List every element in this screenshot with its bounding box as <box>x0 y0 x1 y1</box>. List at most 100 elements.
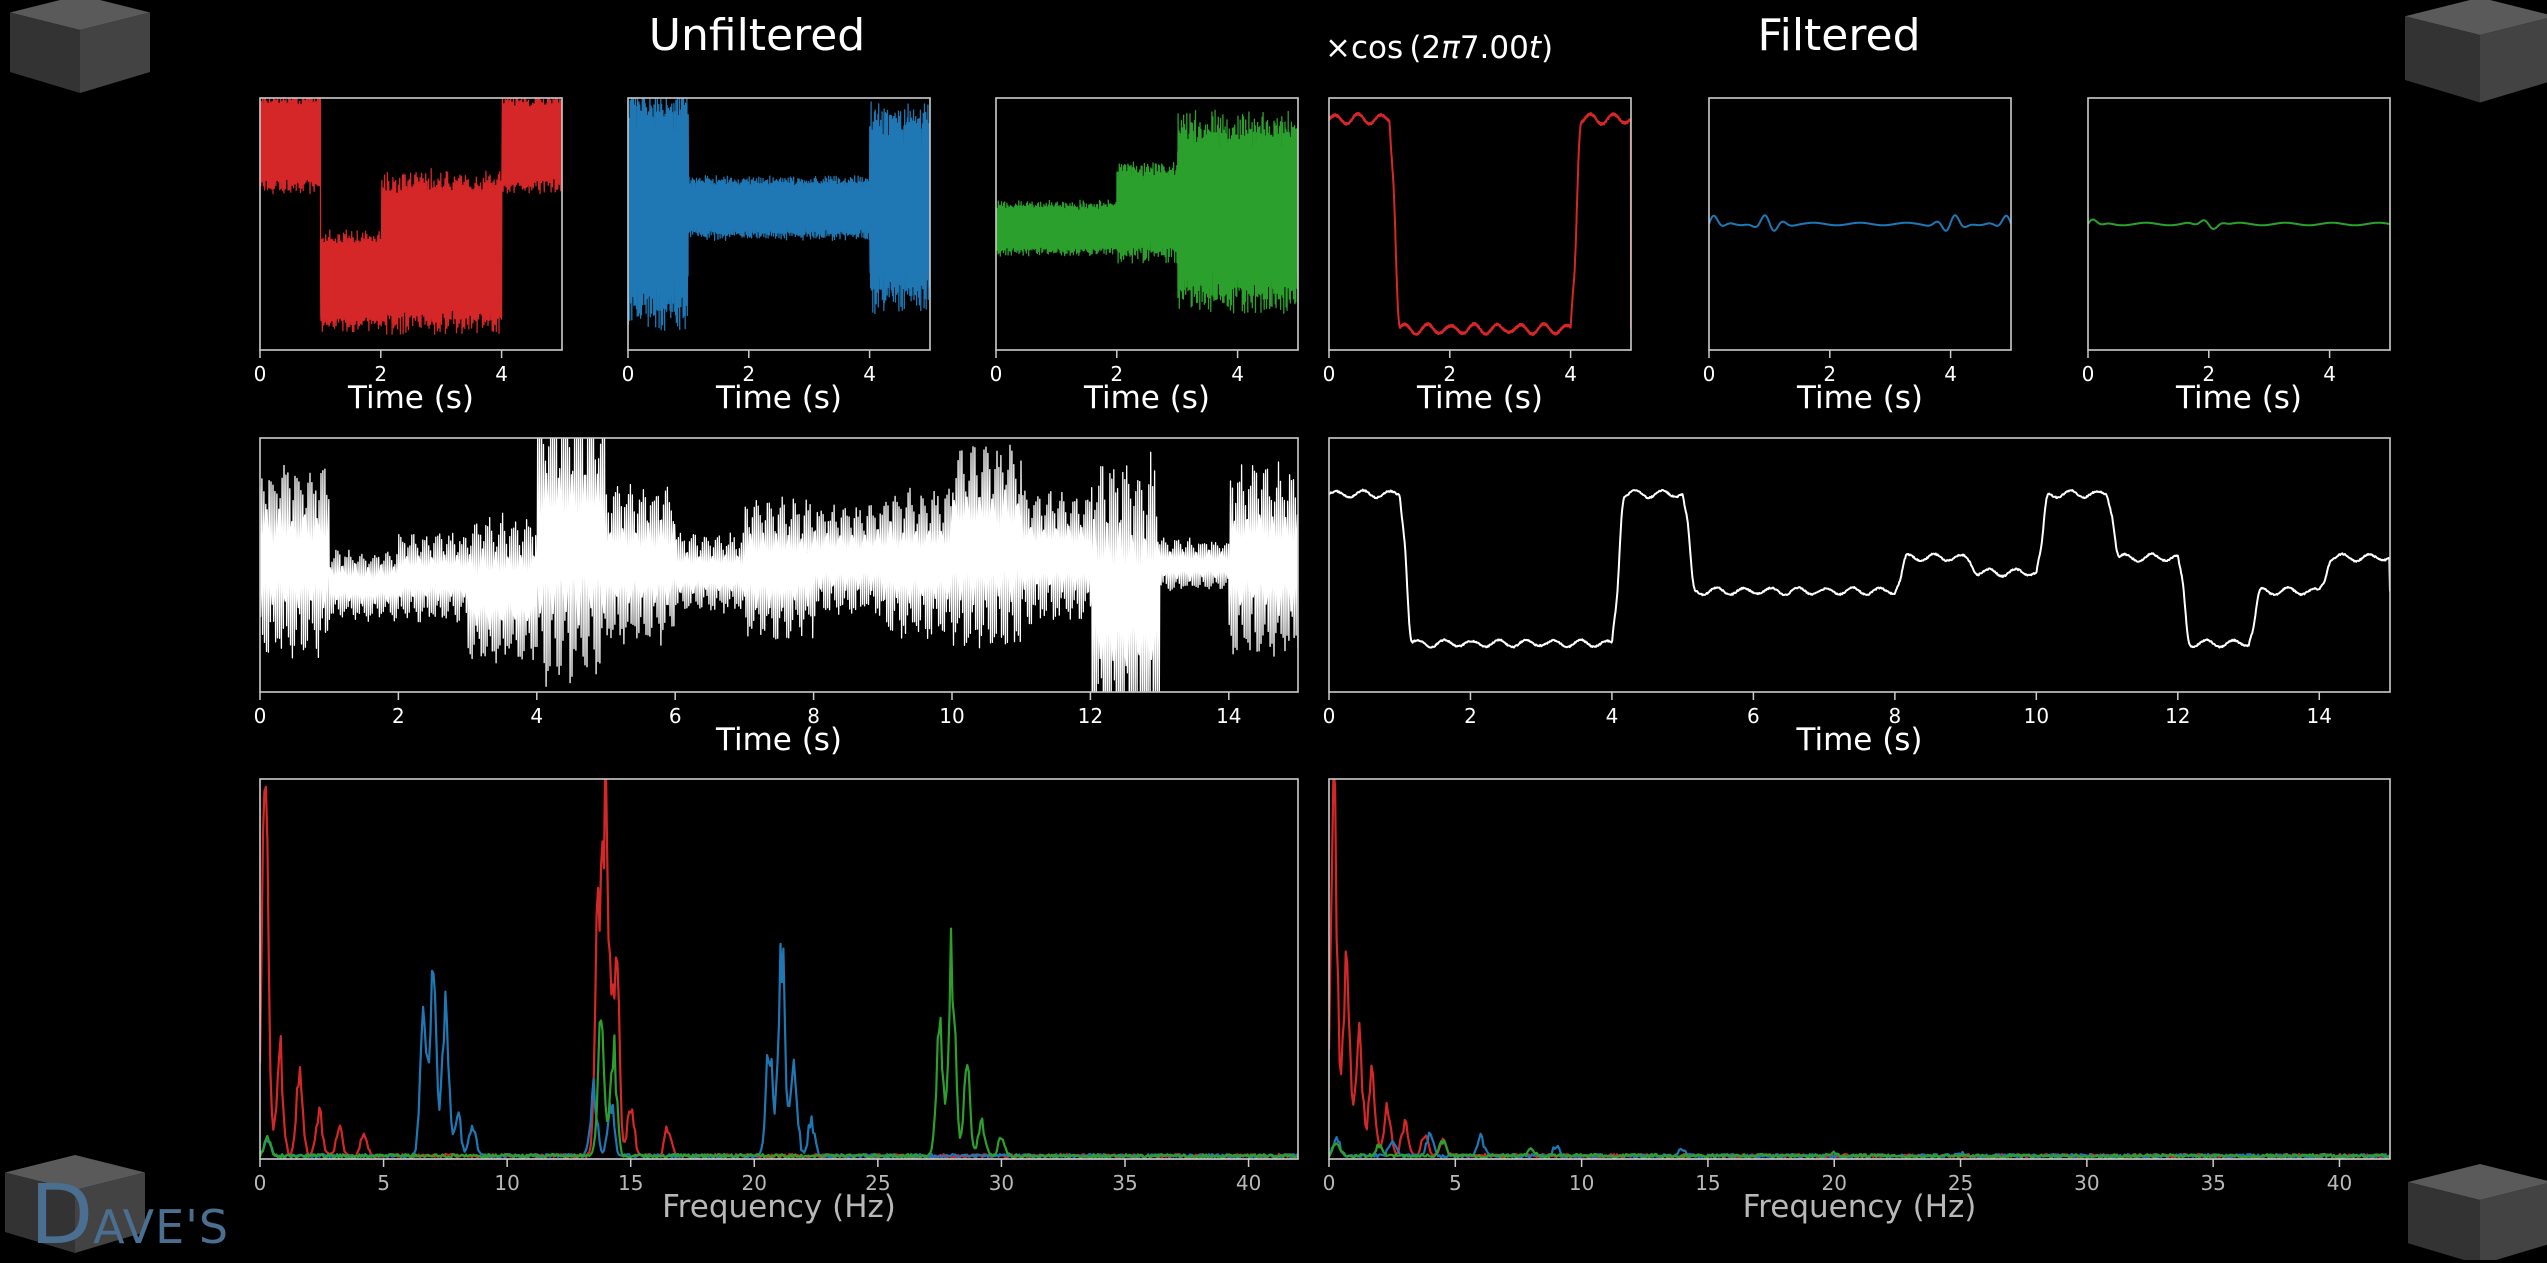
multiplier-formula: ×cos (2π7.00t) <box>1325 30 1553 66</box>
filtered-blue-frame <box>1708 97 2012 351</box>
spectrum-filtered-xtick-label-20: 20 <box>1822 1171 1847 1195</box>
unfiltered-green-xtick-label-0: 0 <box>990 362 1003 386</box>
logo-letter: D <box>30 1168 94 1263</box>
unfiltered-blue-xtick-label-2: 2 <box>742 362 755 386</box>
unfiltered-blue-frame <box>627 97 931 351</box>
spectrum-unfiltered-panel: 0 5 10 15 20 25 30 35 40 Frequency (Hz) <box>254 778 1299 1225</box>
unfiltered-red-xtick-label-2: 2 <box>374 362 387 386</box>
unfiltered-red-frame <box>259 97 563 351</box>
spectrum-filtered-xtick-label-5: 5 <box>1449 1171 1462 1195</box>
unfiltered-green-xtick-label-2: 2 <box>1110 362 1123 386</box>
unfiltered-blue-xtick-label-0: 0 <box>622 362 635 386</box>
spectrum-filtered-frame <box>1328 778 2391 1160</box>
unfiltered-red-xtick-label-4: 4 <box>495 362 508 386</box>
spectrum-unfiltered-series-red <box>260 779 1298 1159</box>
spectrum-unfiltered-xtick-label-15: 15 <box>618 1171 643 1195</box>
unfiltered-red-xtick-label-0: 0 <box>254 362 267 386</box>
filtered-red-panel: 0 2 4 Time (s) <box>1323 97 1632 416</box>
combined-unfiltered-plot-area <box>260 438 1298 692</box>
combined-unfiltered-xtick-label-4: 4 <box>530 704 543 728</box>
filtered-green-frame <box>2087 97 2391 351</box>
corner-cubes <box>5 0 2547 1260</box>
filtered-blue-series-line <box>1709 214 2011 232</box>
spectrum-unfiltered-series-green <box>260 927 1298 1159</box>
formula-prefix: ×cos (2 <box>1325 30 1442 66</box>
spectrum-unfiltered-xtick-label-25: 25 <box>865 1171 890 1195</box>
combined-unfiltered-frame <box>259 437 1299 693</box>
filtered-red-xlabel: Time (s) <box>1416 380 1543 416</box>
combined-unfiltered-xtick-label-6: 6 <box>669 704 682 728</box>
spectrum-filtered-xtick-label-25: 25 <box>1948 1171 1973 1195</box>
spectrum-unfiltered-xtick-label-40: 40 <box>1236 1171 1261 1195</box>
cube-bottom-left-icon <box>5 1155 145 1253</box>
combined-unfiltered-panel: 0 2 4 6 8 10 12 14 Time (s) <box>254 437 1299 758</box>
unfiltered-red-series-line <box>260 98 562 335</box>
cube-bottom-right-icon <box>2408 1164 2547 1260</box>
filtered-green-xtick-label-2: 2 <box>2202 362 2215 386</box>
combined-filtered-xtick-label-2: 2 <box>1464 704 1477 728</box>
filtered-green-xlabel: Time (s) <box>2175 380 2302 416</box>
filtered-red-xtick-label-2: 2 <box>1443 362 1456 386</box>
combined-unfiltered-xtick-label-12: 12 <box>1078 704 1103 728</box>
spectrum-filtered-plot-area <box>1329 779 2390 1159</box>
combined-filtered-xtick-label-8: 8 <box>1888 704 1901 728</box>
filtered-blue-panel: 0 2 4 Time (s) <box>1703 97 2012 416</box>
unfiltered-blue-panel: 0 2 4 Time (s) <box>622 97 931 416</box>
unfiltered-blue-series-line <box>628 98 930 331</box>
filtered-blue-xtick-label-2: 2 <box>1823 362 1836 386</box>
unfiltered-blue-xlabel: Time (s) <box>715 380 842 416</box>
combined-unfiltered-series-line <box>260 438 1298 692</box>
combined-unfiltered-xtick-label-0: 0 <box>254 704 267 728</box>
spectrum-filtered-series-red <box>1329 779 2390 1159</box>
formula-suffix: ) <box>1541 30 1554 66</box>
combined-filtered-xtick-label-4: 4 <box>1606 704 1619 728</box>
logo-text: AVE'S <box>93 1200 230 1254</box>
filtered-red-xtick-label-0: 0 <box>1323 362 1336 386</box>
combined-filtered-xtick-label-6: 6 <box>1747 704 1760 728</box>
spectrum-filtered-xtick-label-0: 0 <box>1323 1171 1336 1195</box>
filtered-green-panel: 0 2 4 Time (s) <box>2082 97 2391 416</box>
cube-top-right-icon <box>2405 0 2547 103</box>
unfiltered-green-xtick-label-4: 4 <box>1231 362 1244 386</box>
combined-unfiltered-xtick-label-10: 10 <box>939 704 964 728</box>
unfiltered-green-xlabel: Time (s) <box>1083 380 1210 416</box>
spectrum-filtered-xlabel: Frequency (Hz) <box>1743 1189 1977 1225</box>
spectrum-unfiltered-xtick-label-30: 30 <box>989 1171 1014 1195</box>
formula-value: 7.00 <box>1459 30 1529 66</box>
filtered-blue-xtick-label-4: 4 <box>1944 362 1957 386</box>
combined-filtered-xtick-label-0: 0 <box>1323 704 1336 728</box>
unfiltered-red-xlabel: Time (s) <box>347 380 474 416</box>
combined-filtered-frame <box>1328 437 2391 693</box>
combined-unfiltered-xtick-label-8: 8 <box>807 704 820 728</box>
combined-filtered-panel: 0 2 4 6 8 10 12 14 Time (s) <box>1323 437 2391 758</box>
unfiltered-heading: Unfiltered <box>648 10 866 61</box>
unfiltered-green-frame <box>995 97 1299 351</box>
filtered-blue-plot-area <box>1709 214 2011 232</box>
combined-unfiltered-xtick-label-14: 14 <box>1216 704 1241 728</box>
combined-filtered-plot-area <box>1329 488 2390 649</box>
spectrum-unfiltered-plot-area <box>260 779 1298 1159</box>
formula-variable: t <box>1528 30 1542 66</box>
filtered-red-series-line <box>1329 112 1631 337</box>
combined-unfiltered-xlabel: Time (s) <box>715 722 842 758</box>
unfiltered-red-plot-area <box>260 98 562 335</box>
combined-filtered-xtick-label-14: 14 <box>2307 704 2332 728</box>
spectrum-unfiltered-series-blue <box>260 942 1298 1159</box>
formula-pi: π <box>1441 30 1460 66</box>
filtered-green-xtick-label-4: 4 <box>2323 362 2336 386</box>
filtered-green-xtick-label-0: 0 <box>2082 362 2095 386</box>
combined-filtered-xtick-label-10: 10 <box>2024 704 2049 728</box>
unfiltered-red-panel: 0 2 4 Time (s) <box>254 97 563 416</box>
cube-top-left-icon <box>10 0 150 93</box>
unfiltered-blue-plot-area <box>628 98 930 331</box>
filtered-green-series-line <box>2088 218 2390 230</box>
combined-filtered-xlabel: Time (s) <box>1795 722 1922 758</box>
spectrum-filtered-xtick-label-10: 10 <box>1569 1171 1594 1195</box>
spectrum-filtered-xtick-label-35: 35 <box>2200 1171 2225 1195</box>
spectrum-unfiltered-xlabel: Frequency (Hz) <box>662 1189 896 1225</box>
spectrum-unfiltered-xtick-label-20: 20 <box>742 1171 767 1195</box>
spectrum-unfiltered-frame <box>259 778 1299 1160</box>
spectrum-unfiltered-xtick-label-10: 10 <box>494 1171 519 1195</box>
filtered-red-plot-area <box>1329 112 1631 337</box>
